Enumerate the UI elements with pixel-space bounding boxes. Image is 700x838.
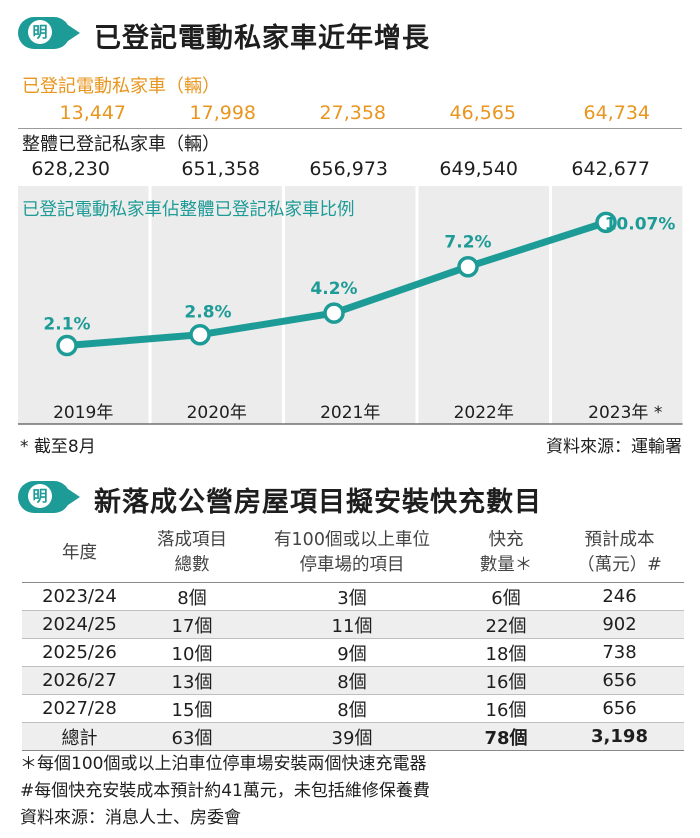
col-header-completed: 落成項目 總數 <box>137 524 247 583</box>
col-header-carparks: 有100個或以上車位 停車場的項目 <box>247 524 457 583</box>
cell-year: 2027/28 <box>22 694 137 723</box>
data-label: 2.8% <box>184 303 231 323</box>
cell-chargers: 22個 <box>457 610 555 639</box>
ev-value: 64,734 <box>583 102 650 124</box>
table-row: 2027/28 15個 8個 16個 656 <box>22 694 684 723</box>
data-label: 2.1% <box>43 315 90 335</box>
table-total-row: 總計 63個 39個 78個 3,198 <box>22 722 684 751</box>
ev-value: 27,358 <box>319 102 386 124</box>
cell-total-completed: 63個 <box>137 722 247 751</box>
cell-carparks: 3個 <box>247 582 457 611</box>
cell-cost: 902 <box>555 610 684 639</box>
cell-cost: 246 <box>555 582 684 611</box>
cell-total-label: 總計 <box>22 722 137 751</box>
chart-column-band <box>151 186 282 424</box>
section1-title: 已登記電動私家車近年增長 <box>94 23 430 54</box>
cell-total-carparks: 39個 <box>247 722 457 751</box>
ev-value: 13,447 <box>59 102 126 124</box>
cell-completed: 17個 <box>137 610 247 639</box>
col-header-cost: 預計成本 （萬元）# <box>555 524 684 583</box>
x-tick-label: 2021年 <box>320 403 380 423</box>
data-label: 7.2% <box>444 233 491 253</box>
data-point <box>323 302 345 324</box>
cell-cost: 738 <box>555 638 684 667</box>
data-point <box>595 211 617 234</box>
total-value: 656,973 <box>309 158 388 180</box>
cell-year: 2024/25 <box>22 610 137 639</box>
cell-year: 2023/24 <box>22 582 137 611</box>
source-transport-dept: 資料來源：運輸署 <box>546 437 682 457</box>
x-tick-label: 2020年 <box>187 403 247 423</box>
note-cost-per-charger: #每個快充安裝成本預計約41萬元，未包括維修保養費 <box>20 781 430 801</box>
x-tick-label: 2022年 <box>454 403 514 423</box>
cell-cost: 656 <box>555 666 684 695</box>
total-row-label: 整體已登記私家車（輛） <box>22 134 220 155</box>
divider <box>18 128 682 129</box>
cell-year: 2025/26 <box>22 638 137 667</box>
data-point <box>189 323 211 346</box>
charger-projects-table: 年度 落成項目 總數 有100個或以上車位 停車場的項目 快充 數量＊ 預計成本 （萬元… <box>22 524 684 751</box>
cell-cost: 656 <box>555 694 684 723</box>
ev-share-line-chart: 2.1% 2.8% 4.2% 7.2% 10.07% 2019年 2020年 2021年 20… <box>18 186 683 425</box>
chart-column-band <box>18 186 149 424</box>
cell-carparks: 9個 <box>247 638 457 667</box>
cell-carparks: 8個 <box>247 666 457 695</box>
cell-chargers: 16個 <box>457 666 555 695</box>
cell-completed: 8個 <box>137 582 247 611</box>
cell-carparks: 8個 <box>247 694 457 723</box>
source-insiders-ha: 資料來源：消息人士、房委會 <box>20 808 241 828</box>
cell-chargers: 18個 <box>457 638 555 667</box>
chart-column-band <box>418 186 549 424</box>
cell-completed: 10個 <box>137 638 247 667</box>
section2-title: 新落成公營房屋項目擬安裝快充數目 <box>94 487 542 518</box>
col-header-chargers: 快充 數量＊ <box>457 524 555 583</box>
table-row: 2025/26 10個 9個 18個 738 <box>22 638 684 667</box>
badge-label: 明 <box>28 20 52 44</box>
data-label: 4.2% <box>310 279 357 299</box>
cell-chargers: 6個 <box>457 582 555 611</box>
table-row: 2024/25 17個 11個 22個 902 <box>22 610 684 639</box>
cell-carparks: 11個 <box>247 610 457 639</box>
total-value: 628,230 <box>31 158 110 180</box>
data-point <box>56 334 78 357</box>
cell-completed: 15個 <box>137 694 247 723</box>
cell-completed: 13個 <box>137 666 247 695</box>
note-chargers-per-carpark: ＊每個100個或以上泊車位停車場安裝兩個快速充電器 <box>20 754 427 774</box>
cell-year: 2026/27 <box>22 666 137 695</box>
cell-total-cost: 3,198 <box>555 722 684 751</box>
badge-label: 明 <box>28 484 52 508</box>
total-value: 651,358 <box>181 158 260 180</box>
ev-value: 17,998 <box>189 102 256 124</box>
table-header-row: 年度 落成項目 總數 有100個或以上車位 停車場的項目 快充 數量＊ 預計成本 （萬元… <box>22 524 684 583</box>
x-tick-label: 2023年 * <box>588 403 662 423</box>
col-header-year: 年度 <box>22 524 137 583</box>
table-row: 2026/27 13個 8個 16個 656 <box>22 666 684 695</box>
cell-chargers: 16個 <box>457 694 555 723</box>
data-point <box>457 255 479 278</box>
cell-total-chargers: 78個 <box>457 722 555 751</box>
total-value: 649,540 <box>439 158 518 180</box>
ev-row-label: 已登記電動私家車（輛） <box>22 76 220 97</box>
section1-badge: 明 <box>18 17 86 49</box>
data-label: 10.07% <box>605 214 676 234</box>
footnote-cutoff: * 截至8月 <box>20 437 96 457</box>
total-value: 642,677 <box>571 158 650 180</box>
x-tick-label: 2019年 <box>53 403 113 423</box>
chart-column-band <box>552 186 683 424</box>
table-row: 2023/24 8個 3個 6個 246 <box>22 582 684 611</box>
section2-badge: 明 <box>18 481 86 513</box>
ev-value: 46,565 <box>449 102 516 124</box>
chart-caption: 已登記電動私家車佔整體已登記私家車比例 <box>22 200 355 220</box>
